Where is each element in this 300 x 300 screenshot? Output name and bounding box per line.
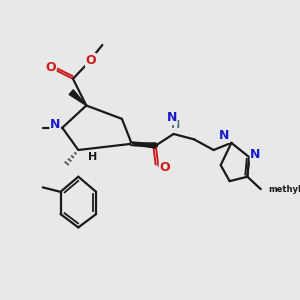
Text: N: N <box>250 148 261 161</box>
Text: H: H <box>171 120 180 130</box>
Text: H: H <box>88 152 97 162</box>
Text: N: N <box>219 129 230 142</box>
Text: O: O <box>159 161 170 174</box>
Polygon shape <box>69 90 86 106</box>
Polygon shape <box>132 143 156 148</box>
Text: N: N <box>167 112 177 124</box>
Text: methyl: methyl <box>268 185 300 194</box>
Text: O: O <box>45 61 56 74</box>
Text: O: O <box>85 54 96 67</box>
Text: N: N <box>50 118 60 131</box>
